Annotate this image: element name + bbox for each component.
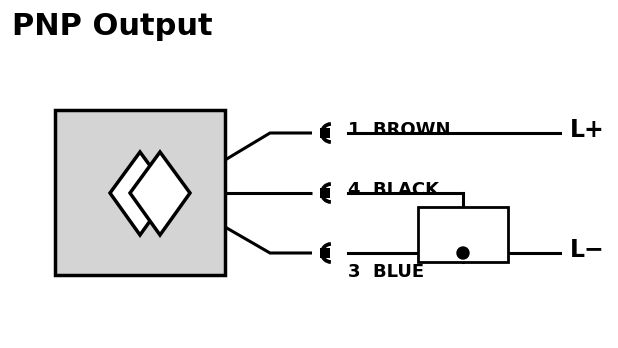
Text: 3  BLUE: 3 BLUE — [348, 263, 424, 281]
Text: PNP Output: PNP Output — [12, 12, 213, 41]
Text: 1  BROWN: 1 BROWN — [348, 121, 451, 139]
Text: L−: L− — [570, 238, 605, 262]
Bar — [320, 128, 330, 138]
Text: L+: L+ — [570, 118, 605, 142]
Text: 4  BLACK: 4 BLACK — [348, 181, 439, 199]
Polygon shape — [110, 152, 170, 235]
Bar — [320, 248, 330, 258]
Circle shape — [457, 247, 469, 259]
Bar — [418, 207, 508, 262]
Bar — [320, 188, 330, 198]
Bar — [55, 110, 225, 275]
Polygon shape — [130, 152, 190, 235]
